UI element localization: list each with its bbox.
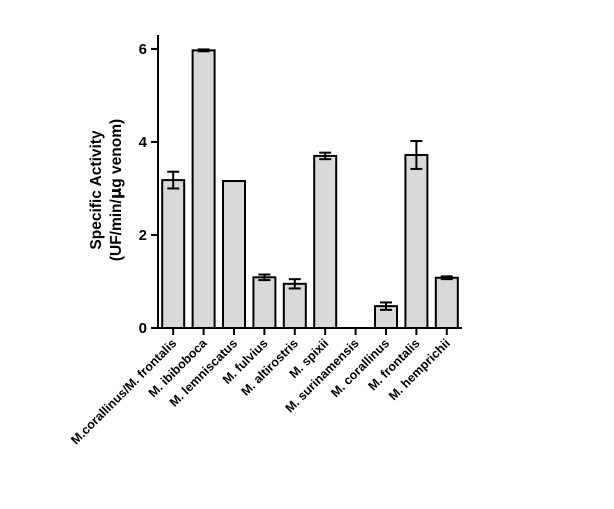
bar-10 bbox=[434, 276, 459, 329]
y-tick-label-6: 6 bbox=[139, 41, 147, 58]
bars-group bbox=[161, 49, 459, 330]
error-bar-9 bbox=[410, 140, 423, 170]
y-axis-title-line2-prefix: (UF/min/ bbox=[108, 198, 125, 261]
y-tick-labels: 0 2 4 6 bbox=[139, 41, 148, 337]
error-bar-4 bbox=[258, 273, 271, 282]
y-tick-label-2: 2 bbox=[139, 227, 147, 244]
error-bar-6 bbox=[319, 151, 332, 161]
bar-9 bbox=[404, 153, 429, 329]
y-axis-title-line1: Specific Activity bbox=[88, 130, 105, 250]
error-bar-1 bbox=[167, 170, 180, 190]
y-axis-title: Specific Activity (UF/min/μg venom) bbox=[88, 119, 125, 261]
y-axis-title-line2-suffix: g venom) bbox=[108, 119, 125, 188]
error-bars-group bbox=[167, 48, 453, 311]
bar-6 bbox=[313, 154, 338, 329]
error-bar-10 bbox=[440, 275, 453, 281]
bar-2 bbox=[191, 49, 216, 329]
y-axis-title-line2-greek: μ bbox=[107, 188, 125, 199]
bar-3 bbox=[222, 180, 246, 329]
bar-5 bbox=[282, 282, 307, 330]
bar-1 bbox=[161, 179, 186, 329]
bar-4 bbox=[252, 276, 277, 329]
error-bar-2 bbox=[197, 48, 210, 53]
error-bar-8 bbox=[380, 301, 392, 311]
y-axis-title-line2: (UF/min/μg venom) bbox=[107, 119, 125, 261]
error-bar-5 bbox=[288, 278, 301, 290]
axes-group bbox=[151, 35, 462, 335]
y-tick-label-4: 4 bbox=[139, 134, 148, 151]
y-tick-label-0: 0 bbox=[139, 320, 147, 337]
